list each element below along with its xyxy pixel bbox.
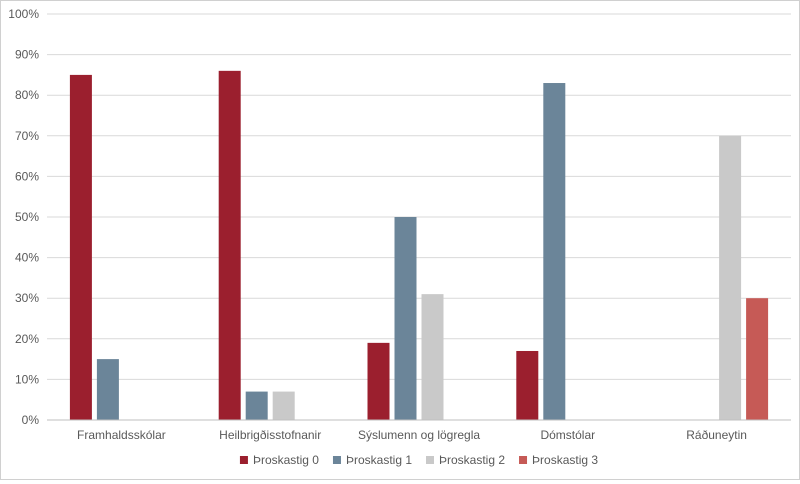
y-tick-label: 80% <box>15 88 39 102</box>
bars <box>69 70 769 421</box>
legend-item: Þroskastig 1 <box>332 453 412 467</box>
bar <box>272 391 295 420</box>
bar <box>719 135 742 421</box>
y-tick-label: 90% <box>15 48 39 62</box>
bar <box>421 294 444 420</box>
bar <box>367 342 390 420</box>
bar <box>245 391 268 420</box>
legend-label: Þroskastig 0 <box>253 453 319 467</box>
bar <box>69 74 92 421</box>
legend-item: Þroskastig 0 <box>239 453 319 467</box>
bar <box>516 350 539 420</box>
x-tick-label: Ráðuneytin <box>686 428 747 442</box>
legend-swatch <box>519 456 528 464</box>
y-tick-label: 0% <box>22 413 40 427</box>
y-tick-label: 100% <box>8 7 39 21</box>
gridlines <box>47 13 791 380</box>
legend-label: Þroskastig 1 <box>346 453 412 467</box>
y-tick-label: 70% <box>15 129 39 143</box>
bar <box>394 217 417 420</box>
legend-label: Þroskastig 3 <box>532 453 598 467</box>
bar <box>96 359 119 420</box>
y-tick-label: 20% <box>15 332 39 346</box>
legend-swatch <box>239 456 248 464</box>
y-tick-label: 40% <box>15 251 39 265</box>
bar <box>218 70 241 420</box>
x-tick-label: Heilbrigðisstofnanir <box>219 428 321 442</box>
y-tick-label: 50% <box>15 210 39 224</box>
y-tick-label: 60% <box>15 169 39 183</box>
axes: 0% 10% 20% 30% 40% 50% 60% 70% 80% 90% 100% Framhal… <box>8 7 791 442</box>
bar <box>746 298 769 420</box>
legend-swatch <box>426 456 434 464</box>
legend-item: Þroskastig 2 <box>426 453 505 467</box>
x-tick-label: Framhaldsskólar <box>77 428 166 442</box>
y-tick-label: 10% <box>15 372 39 386</box>
x-tick-label: Dómstólar <box>540 428 595 442</box>
y-tick-label: 30% <box>15 291 39 305</box>
x-tick-label: Sýslumenn og lögregla <box>358 428 480 442</box>
legend-swatch <box>332 456 341 464</box>
legend-item: Þroskastig 3 <box>519 453 598 467</box>
legend: Þroskastig 0 Þroskastig 1 Þroskastig 2 Þros… <box>239 453 598 467</box>
bar <box>543 83 566 421</box>
legend-label: Þroskastig 2 <box>439 453 505 467</box>
